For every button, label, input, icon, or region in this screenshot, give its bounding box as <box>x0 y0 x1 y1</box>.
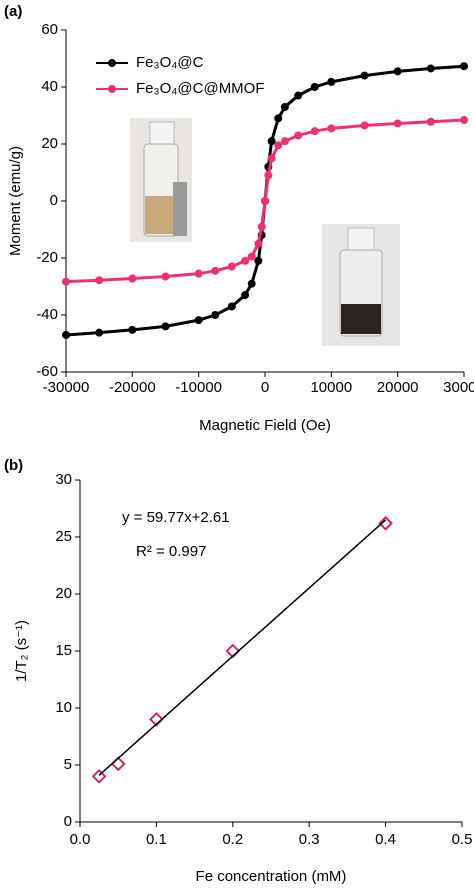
data-point <box>194 269 203 278</box>
data-point <box>211 266 220 275</box>
x-tick-label: 0 <box>261 379 269 396</box>
data-point <box>95 328 104 337</box>
data-point <box>227 302 236 311</box>
y-tick-label: 15 <box>55 642 72 659</box>
data-point <box>241 256 250 265</box>
y-tick-label: 20 <box>41 135 58 152</box>
x-tick-label: -20000 <box>109 379 156 396</box>
data-point <box>360 121 369 130</box>
data-point <box>247 279 256 288</box>
data-point <box>267 137 276 146</box>
data-point <box>274 114 283 123</box>
y-tick-label: 0 <box>50 192 58 209</box>
data-point <box>211 311 220 319</box>
x-tick-label: 0.4 <box>375 831 396 848</box>
data-point <box>110 756 126 772</box>
data-point <box>267 154 276 163</box>
data-point <box>294 131 303 140</box>
data-point <box>161 322 170 331</box>
data-point <box>393 119 402 128</box>
y-axis-label: 1/T₂ (s⁻¹) <box>13 620 30 682</box>
annotation: R² = 0.997 <box>136 543 206 560</box>
x-tick-label: 0.3 <box>299 831 320 848</box>
data-point <box>95 276 104 285</box>
x-tick-label: -30000 <box>43 379 90 396</box>
x-axis-label: Magnetic Field (Oe) <box>199 417 331 434</box>
y-axis-label: Moment (emu/g) <box>7 146 24 256</box>
data-point <box>241 291 250 300</box>
y-tick-label: 5 <box>64 756 72 773</box>
data-point <box>426 64 435 73</box>
inset-photo <box>322 224 400 346</box>
data-point <box>360 71 369 80</box>
y-tick-label: 40 <box>41 78 58 95</box>
data-point <box>426 117 435 126</box>
data-point <box>247 252 256 261</box>
legend-marker <box>108 85 116 93</box>
panel-label: (b) <box>4 457 23 474</box>
y-tick-label: 60 <box>41 21 58 38</box>
data-point <box>393 67 402 76</box>
x-tick-label: 0.5 <box>452 831 473 848</box>
x-tick-label: 0.1 <box>146 831 167 848</box>
y-tick-label: 30 <box>55 471 72 488</box>
data-point <box>310 83 319 91</box>
y-tick-label: -20 <box>36 249 58 266</box>
data-point <box>62 277 70 286</box>
data-point <box>261 197 269 205</box>
x-tick-label: 30000 <box>443 379 474 396</box>
data-point <box>194 316 203 325</box>
annotation: y = 59.77x+2.61 <box>122 509 230 526</box>
panel-label: (a) <box>4 3 22 20</box>
x-tick-label: -10000 <box>175 379 222 396</box>
y-tick-label: -60 <box>36 363 58 380</box>
data-point <box>310 127 319 136</box>
x-tick-label: 20000 <box>377 379 419 396</box>
data-point <box>227 262 236 271</box>
data-point <box>62 330 70 339</box>
data-point <box>280 102 289 111</box>
data-point <box>161 272 170 281</box>
data-point <box>378 516 393 531</box>
data-point <box>460 62 468 71</box>
data-point <box>128 325 137 334</box>
legend-marker <box>108 59 116 67</box>
inset-photo <box>130 118 192 242</box>
x-tick-label: 10000 <box>310 379 352 396</box>
data-point <box>327 124 336 133</box>
data-point <box>128 274 137 283</box>
data-point <box>280 137 289 146</box>
legend-label: Fe₃O₄@C <box>136 54 204 71</box>
x-axis-label: Fe concentration (mM) <box>196 868 347 885</box>
y-tick-label: -40 <box>36 306 58 323</box>
data-point <box>460 116 468 125</box>
x-tick-label: 0.2 <box>222 831 243 848</box>
series-line <box>98 519 387 776</box>
data-point <box>91 769 107 784</box>
data-point <box>149 712 164 727</box>
y-tick-label: 20 <box>55 585 72 602</box>
y-tick-label: 25 <box>55 528 72 545</box>
data-point <box>254 256 263 265</box>
data-point <box>264 171 273 180</box>
data-point <box>254 239 263 248</box>
data-point <box>274 141 283 150</box>
legend-label: Fe₃O₄@C@MMOF <box>136 80 265 97</box>
x-tick-label: 0.0 <box>70 831 91 848</box>
y-tick-label: 0 <box>64 813 72 830</box>
data-point <box>327 77 336 86</box>
y-tick-label: 10 <box>55 699 72 716</box>
data-point <box>257 222 266 231</box>
data-point <box>294 91 303 100</box>
